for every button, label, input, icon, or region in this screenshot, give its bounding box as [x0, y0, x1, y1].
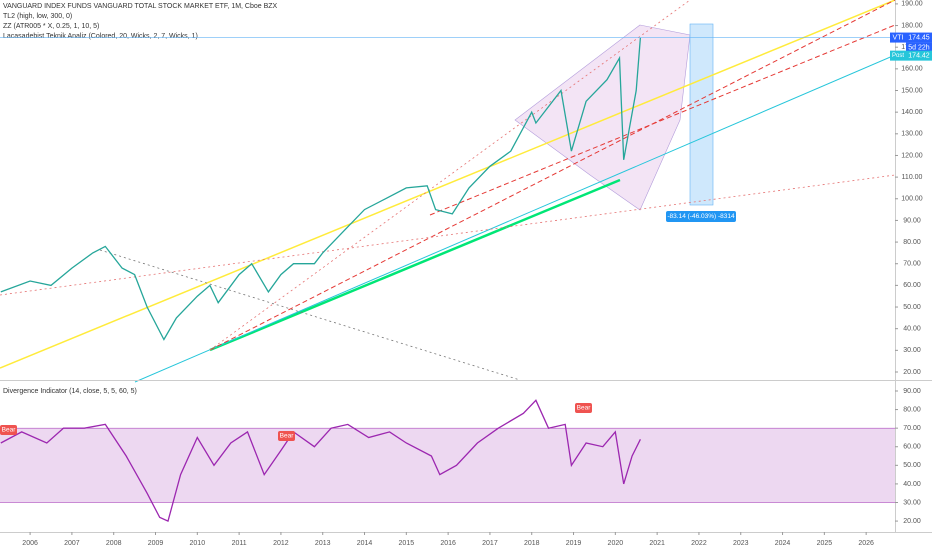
x-tick-label: 2020: [608, 540, 624, 547]
trend-line: [0, 174, 896, 296]
bear-label: Bear: [577, 405, 592, 412]
y-tick-label: 130.00: [901, 131, 923, 138]
x-tick-label: 2022: [691, 540, 707, 547]
post-tag: [906, 50, 932, 61]
bear-label-bg: [0, 425, 17, 435]
y-tick-label: 40.00: [903, 481, 921, 488]
y-tick-label: 30.00: [903, 499, 921, 506]
series-line: [0, 399, 641, 523]
post-value: 174.42: [908, 52, 930, 59]
rsi-band: [0, 428, 895, 503]
measure-label-bg: [666, 211, 736, 222]
y-tick-label: 60.00: [903, 444, 921, 451]
trend-line: [134, 54, 896, 383]
trend-line: [429, 24, 896, 216]
y-tick-label: 140.00: [901, 109, 923, 116]
x-tick-label: 2025: [817, 540, 833, 547]
y-tick-label: 20.00: [903, 518, 921, 525]
post-tag: [890, 50, 906, 61]
y-tick-label: 60.00: [903, 282, 921, 289]
x-tick-label: 2023: [733, 540, 749, 547]
y-tick-label: 40.00: [903, 326, 921, 333]
y-tick-label: 160.00: [901, 66, 923, 73]
trend-line: [209, 0, 691, 351]
x-tick-label: 2007: [64, 540, 80, 547]
indicator-label: ZZ (ATR005 * X, 0.25, 1, 10, 5): [3, 23, 99, 30]
countdown: 5d 22h: [908, 44, 930, 51]
price-tag-name: VTI: [893, 34, 904, 41]
y-tick-label: 90.00: [903, 217, 921, 224]
price-tag: [890, 32, 906, 43]
y-tick-label: 20.00: [903, 369, 921, 376]
y-tick-label: 70.00: [903, 425, 921, 432]
x-tick-label: 2010: [190, 540, 206, 547]
y-tick-label: 30.00: [903, 347, 921, 354]
x-tick-label: 2009: [148, 540, 164, 547]
trend-line: [209, 0, 896, 351]
y-tick-label: 90.00: [903, 388, 921, 395]
measure-label: -83.14 (-46.03%) -8314: [667, 213, 735, 220]
y-tick-label: 50.00: [903, 304, 921, 311]
price-tag-value: 174.45: [908, 34, 930, 41]
y-tick-label: 50.00: [903, 462, 921, 469]
bear-label-bg: [575, 403, 592, 413]
x-tick-label: 2016: [440, 540, 456, 547]
bear-label: Bear: [2, 427, 17, 434]
y-tick-label: 100.00: [901, 196, 923, 203]
x-tick-label: 2011: [232, 540, 247, 547]
trend-line: [99, 249, 521, 381]
price-tag: [906, 32, 932, 43]
x-tick-label: 2006: [22, 540, 38, 547]
x-tick-label: 2013: [315, 540, 331, 547]
x-tick-label: 2018: [524, 540, 540, 547]
y-tick-label: 110.00: [902, 174, 923, 181]
y-tick-label: 120.00: [901, 152, 923, 159]
y-tick-label: 80.00: [903, 406, 921, 413]
indicator-label: Lacasadebist Teknik Analiz (Colored, 20,…: [3, 33, 198, 40]
x-tick-label: 2026: [858, 540, 874, 547]
trend-line: [0, 0, 896, 369]
y-tick-label: 80.00: [903, 239, 921, 246]
x-tick-label: 2021: [649, 540, 665, 547]
y-tick-label: 180.00: [901, 22, 923, 29]
bear-label: Bear: [280, 433, 295, 440]
measure-box: [689, 23, 714, 206]
x-tick-label: 2014: [357, 540, 373, 547]
x-tick-label: 2012: [273, 540, 289, 547]
x-tick-label: 2019: [566, 540, 582, 547]
y-tick-label: 70.00: [903, 261, 921, 268]
x-tick-label: 2024: [775, 540, 791, 547]
x-tick-label: 2015: [399, 540, 415, 547]
countdown-tag: [906, 42, 932, 53]
y-tick-label: 150.00: [901, 87, 923, 94]
y-tick-label: 190.00: [901, 1, 923, 8]
x-tick-label: 2008: [106, 540, 122, 547]
bear-label-bg: [278, 431, 295, 441]
x-tick-label: 2017: [482, 540, 498, 547]
indicator-label: TL2 (high, low, 300, 0): [3, 13, 72, 20]
post-name: Post: [892, 53, 904, 59]
indicator-label: Divergence Indicator (14, close, 5, 5, 6…: [3, 388, 137, 395]
chart-title: VANGUARD INDEX FUNDS VANGUARD TOTAL STOC…: [3, 3, 278, 10]
trend-line: [209, 178, 621, 352]
series-line: [0, 37, 642, 341]
